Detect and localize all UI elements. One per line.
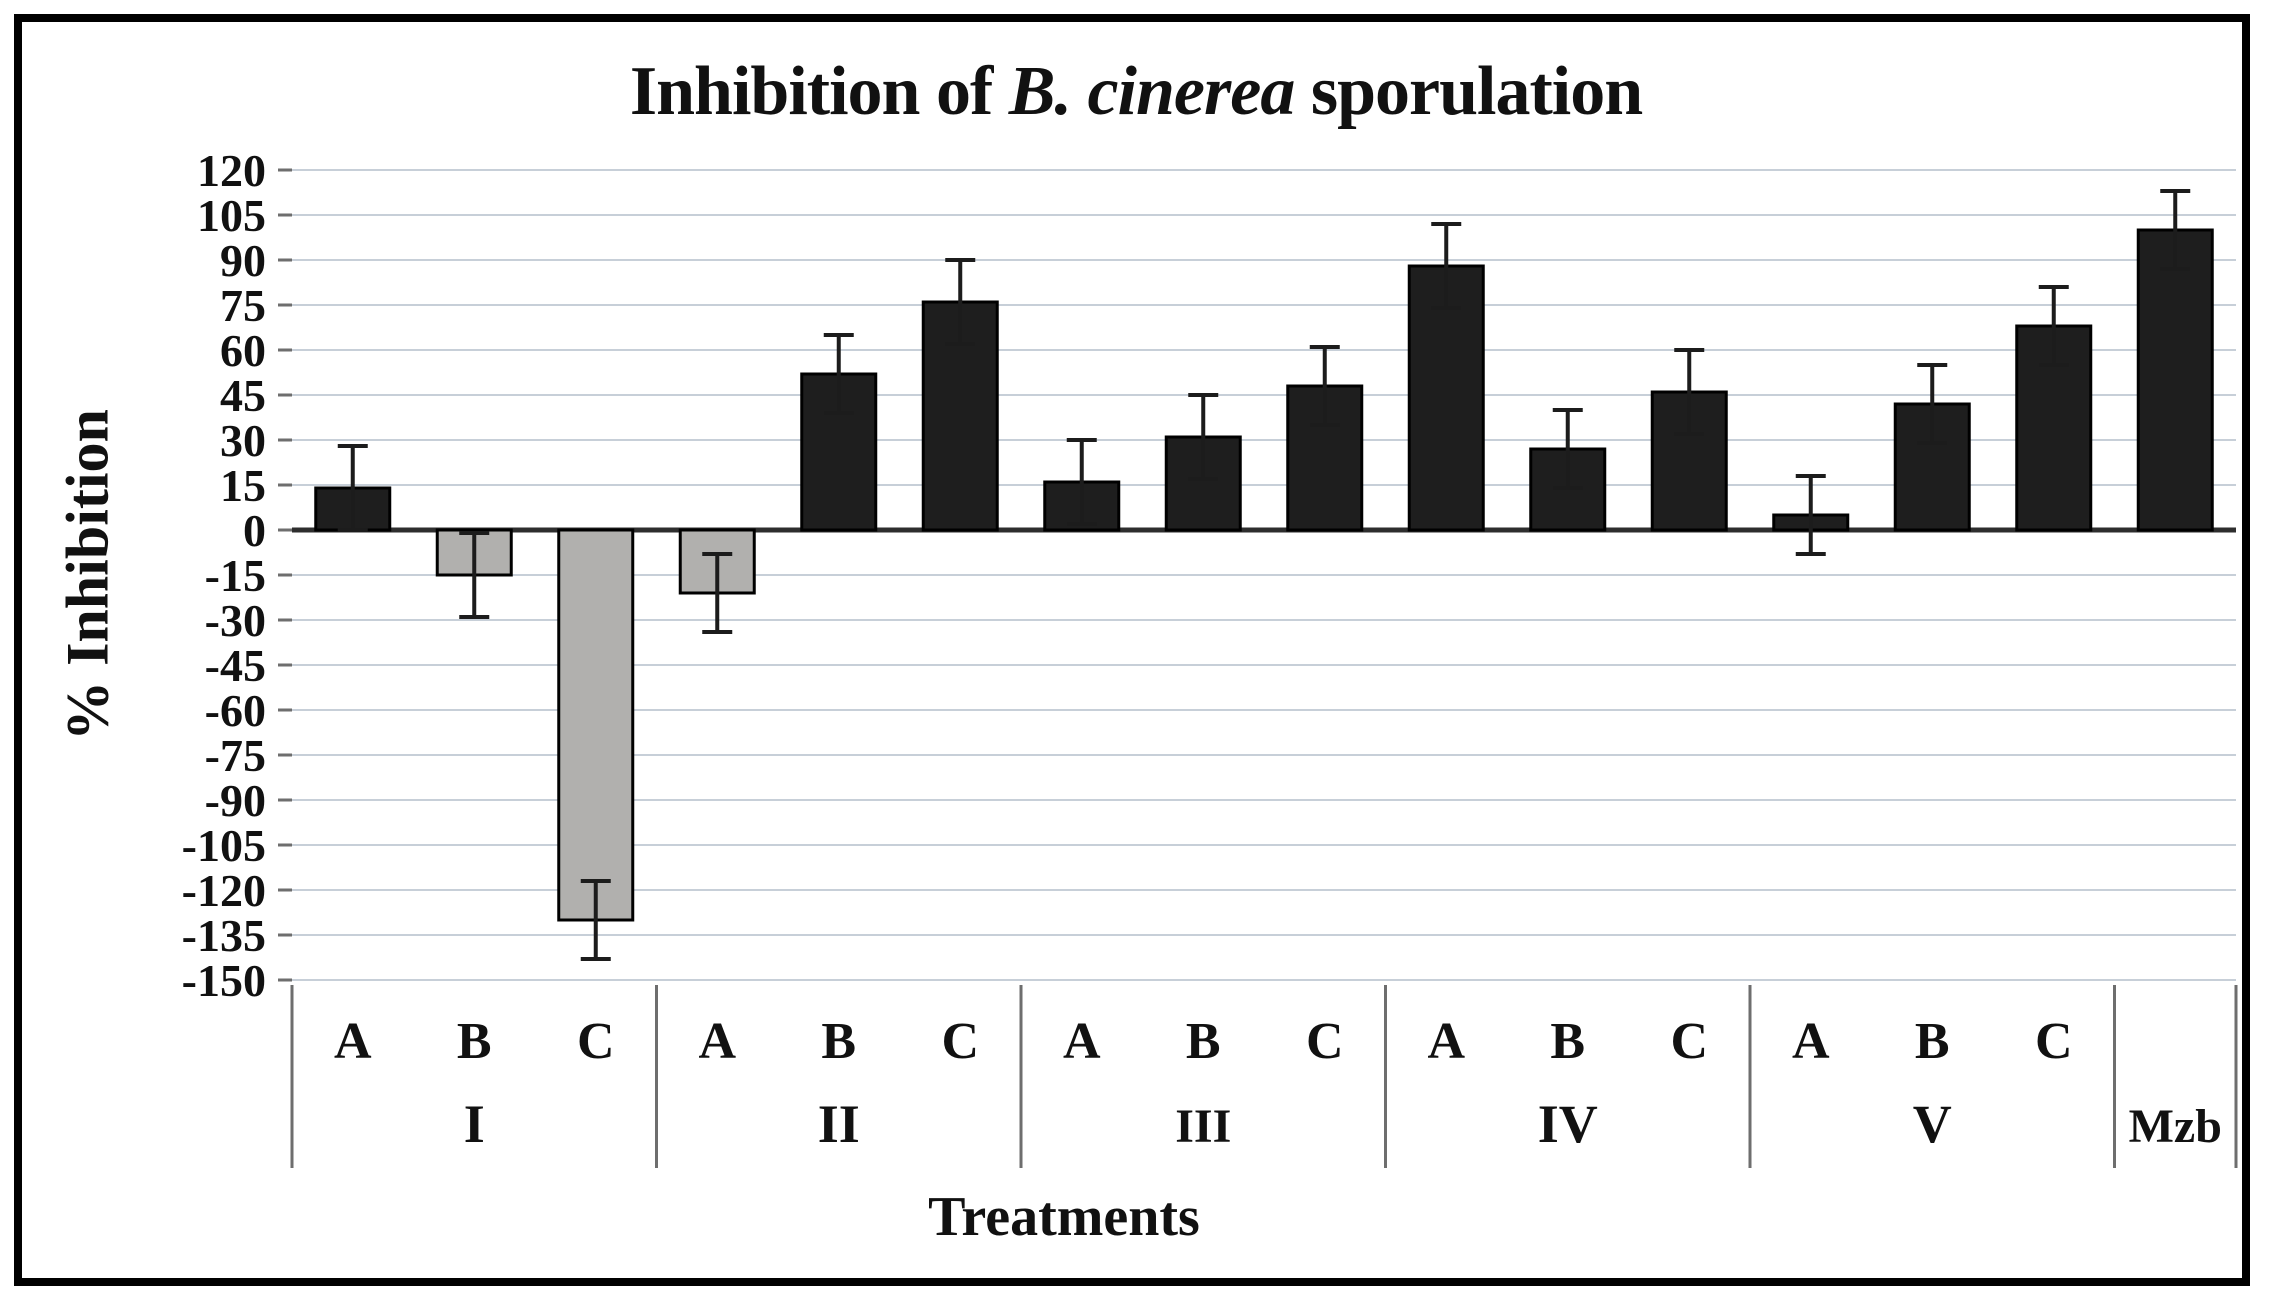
group-label-Mzb: Mzb: [2129, 1100, 2222, 1153]
chart-title-suffix: sporulation: [1294, 53, 1643, 130]
category-label-III-B: B: [1186, 1013, 1221, 1070]
y-tick-label-45: 45: [220, 370, 266, 421]
x-axis-title: Treatments: [928, 1186, 1200, 1248]
chart-title-species-italic: B. cinerea: [1008, 53, 1296, 130]
group-label-V: V: [1913, 1094, 1952, 1154]
y-tick-label-0: 0: [243, 505, 266, 556]
category-label-III-A: A: [1063, 1013, 1101, 1070]
y-tick-label--150: -150: [182, 955, 266, 1006]
group-label-IV: IV: [1538, 1094, 1598, 1154]
category-label-IV-C: C: [1670, 1013, 1708, 1070]
y-tick-label--90: -90: [205, 775, 266, 826]
y-tick-label-120: 120: [197, 145, 266, 196]
chart-title-prefix: Inhibition of: [629, 53, 1009, 130]
y-tick-label--15: -15: [205, 550, 266, 601]
category-label-I-B: B: [457, 1013, 492, 1070]
y-tick-label-105: 105: [197, 190, 266, 241]
bar-I-C: [557, 528, 635, 922]
y-tick-label-60: 60: [220, 325, 266, 376]
category-label-II-A: A: [698, 1013, 736, 1070]
y-tick-label--60: -60: [205, 685, 266, 736]
category-label-IV-B: B: [1550, 1013, 1585, 1070]
category-label-V-A: A: [1792, 1013, 1830, 1070]
category-label-II-B: B: [821, 1013, 856, 1070]
category-label-V-B: B: [1915, 1013, 1950, 1070]
category-label-I-C: C: [577, 1013, 615, 1070]
y-tick-label--135: -135: [182, 910, 266, 961]
category-label-V-C: C: [2035, 1013, 2073, 1070]
y-tick-label--105: -105: [182, 820, 266, 871]
bar-Mzb: [2136, 228, 2214, 532]
group-label-II: II: [818, 1094, 860, 1154]
y-tick-label-90: 90: [220, 235, 266, 286]
outer-border: [14, 14, 2250, 1286]
y-tick-label--120: -120: [182, 865, 266, 916]
y-tick-label--45: -45: [205, 640, 266, 691]
y-tick-label--75: -75: [205, 730, 266, 781]
y-tick-label-15: 15: [220, 460, 266, 511]
group-label-III: III: [1175, 1100, 1231, 1153]
y-tick-label-75: 75: [220, 280, 266, 331]
group-label-I: I: [464, 1094, 485, 1154]
category-label-III-C: C: [1306, 1013, 1344, 1070]
y-tick-label-30: 30: [220, 415, 266, 466]
y-tick-label--30: -30: [205, 595, 266, 646]
category-label-IV-A: A: [1427, 1013, 1465, 1070]
category-label-II-C: C: [941, 1013, 979, 1070]
category-label-I-A: A: [334, 1013, 372, 1070]
chart-title: Inhibition of B. cinerea sporulation: [0, 52, 2272, 132]
